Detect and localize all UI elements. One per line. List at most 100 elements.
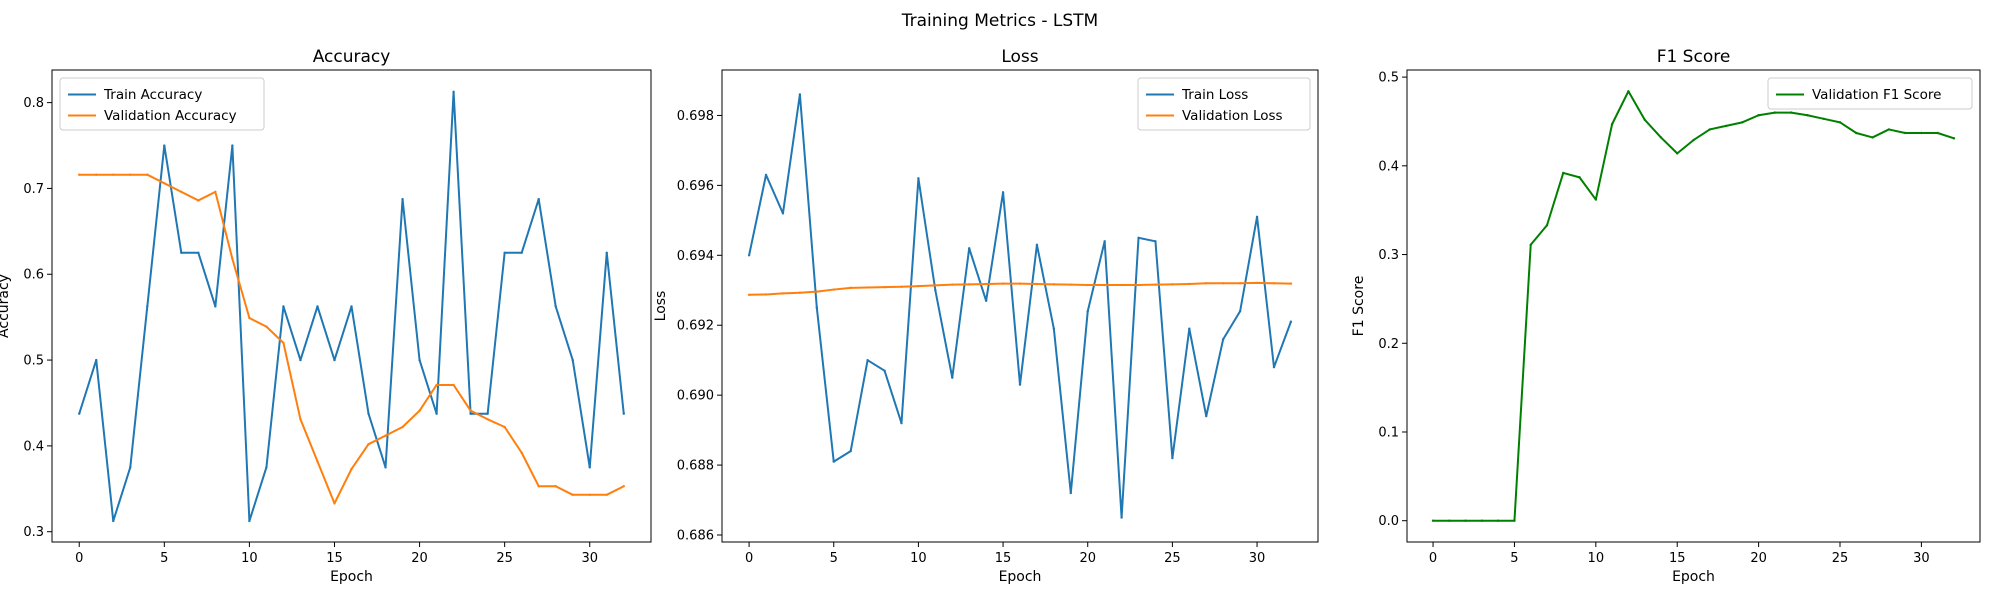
panel-title: F1 Score: [1657, 47, 1731, 67]
y-tick-label: 0.688: [677, 459, 714, 474]
data-point: [418, 358, 421, 362]
data-point: [622, 412, 625, 415]
y-tick-label: 0.4: [23, 439, 44, 454]
data-point: [798, 93, 802, 96]
data-point: [1052, 327, 1056, 330]
data-point: [1272, 282, 1276, 285]
data-point: [333, 502, 336, 505]
data-point: [1069, 283, 1072, 286]
data-point: [503, 251, 506, 254]
series-line-1: [1433, 90, 1955, 522]
x-axis-label: Epoch: [999, 569, 1042, 585]
data-point: [316, 460, 319, 463]
data-point: [1154, 240, 1157, 243]
x-axis-label: Epoch: [330, 569, 373, 585]
data-point: [435, 383, 438, 387]
data-point: [469, 409, 472, 412]
data-point: [900, 285, 903, 288]
data-point: [554, 485, 557, 488]
data-point: [849, 449, 852, 453]
data-point: [520, 451, 523, 454]
x-tick-label: 25: [1832, 551, 1849, 566]
data-point: [1855, 131, 1858, 135]
data-point: [1103, 283, 1106, 287]
data-point: [1529, 243, 1532, 246]
data-point: [1120, 283, 1123, 287]
data-point: [1903, 131, 1907, 135]
data-point: [1137, 283, 1140, 287]
data-point: [1708, 128, 1711, 131]
x-tick-label: 10: [910, 551, 927, 566]
data-point: [1464, 519, 1467, 522]
panel-title: Loss: [1001, 47, 1038, 67]
data-point: [1272, 365, 1276, 369]
data-point: [832, 460, 835, 463]
data-point: [1822, 117, 1825, 120]
legend: Train Loss Validation Loss: [1137, 77, 1311, 131]
y-tick-label: 0.2: [1378, 337, 1399, 352]
data-point: [333, 358, 336, 362]
data-point: [537, 485, 540, 488]
data-point: [401, 197, 404, 201]
data-point: [1289, 320, 1293, 323]
data-point: [112, 173, 115, 176]
data-point: [764, 293, 768, 296]
data-point: [1773, 111, 1777, 114]
data-point: [384, 466, 387, 469]
data-point: [350, 467, 353, 471]
data-point: [452, 383, 455, 387]
data-point: [282, 305, 285, 308]
x-tick-label: 15: [1669, 551, 1686, 566]
data-point: [554, 305, 557, 308]
y-tick-label: 0.3: [1378, 248, 1399, 263]
legend: Train Accuracy Validation Accuracy: [59, 77, 265, 131]
data-point: [248, 519, 251, 523]
data-point: [214, 305, 217, 308]
data-point: [78, 412, 81, 415]
data-point: [163, 182, 166, 185]
plot-frame: [721, 69, 1319, 543]
x-tick-label: 30: [581, 551, 598, 566]
data-point: [605, 251, 608, 254]
x-tick-label: 0: [75, 551, 83, 566]
data-point: [1035, 282, 1039, 286]
x-tick-label: 5: [160, 551, 168, 566]
data-point: [367, 412, 370, 415]
data-point: [435, 412, 438, 415]
data-point: [764, 173, 768, 177]
data-point: [934, 289, 937, 292]
data-point: [1238, 282, 1242, 285]
data-point: [571, 358, 574, 362]
data-point: [1871, 136, 1874, 139]
legend-label: Train Accuracy: [103, 87, 202, 103]
x-tick-label: 30: [1913, 551, 1930, 566]
data-point: [1154, 283, 1157, 286]
data-point: [815, 306, 819, 309]
x-axis-label: Epoch: [1672, 569, 1715, 585]
data-point: [1594, 198, 1598, 201]
data-point: [1018, 282, 1022, 285]
data-point: [1838, 121, 1842, 124]
data-point: [1221, 338, 1225, 341]
data-point: [1920, 131, 1923, 135]
data-point: [917, 284, 920, 288]
x-tick-label: 20: [1750, 551, 1767, 566]
data-point: [1221, 282, 1225, 285]
data-point: [1018, 383, 1022, 386]
x-tick-label: 5: [830, 551, 838, 566]
data-point: [95, 358, 98, 362]
data-point: [883, 369, 886, 372]
data-point: [265, 466, 268, 469]
data-point: [747, 254, 751, 257]
data-point: [1627, 90, 1630, 93]
data-point: [1001, 191, 1005, 194]
data-point: [1289, 282, 1293, 285]
data-point: [622, 485, 625, 488]
data-point: [1480, 519, 1484, 522]
y-tick-label: 0.7: [23, 182, 44, 197]
data-point: [1545, 224, 1549, 227]
legend-box: [1137, 77, 1311, 131]
data-point: [866, 358, 869, 362]
data-point: [1643, 118, 1646, 121]
